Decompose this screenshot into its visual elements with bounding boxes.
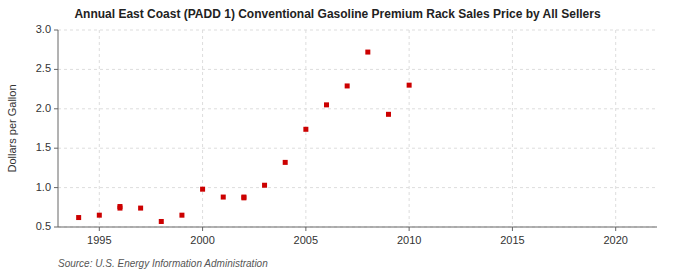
points — [76, 50, 411, 224]
y-grid-line — [58, 187, 657, 188]
y-grid-line — [58, 148, 657, 149]
point — [159, 219, 164, 224]
y-tick-label: 1.0 — [36, 181, 51, 193]
x-tick — [409, 227, 410, 231]
x-tick — [99, 227, 100, 231]
y-tick — [54, 108, 58, 109]
x-tick-label: 2000 — [190, 234, 214, 246]
point — [407, 83, 412, 88]
y-grid-line — [58, 227, 657, 228]
point — [365, 50, 370, 55]
y-grid-line — [58, 108, 657, 109]
point — [200, 187, 205, 192]
y-tick — [54, 30, 58, 31]
point — [138, 206, 143, 211]
grid — [58, 30, 657, 227]
x-grid-line — [409, 30, 410, 227]
y-grid-line — [58, 30, 657, 31]
y-tick-label: 2.0 — [36, 102, 51, 114]
x-axis-line — [58, 227, 657, 228]
y-tick-label: 0.5 — [36, 220, 51, 232]
x-tick — [305, 227, 306, 231]
x-tick-label: 2015 — [500, 234, 524, 246]
point — [303, 127, 308, 132]
point — [97, 213, 102, 218]
x-tick-label: 1995 — [87, 234, 111, 246]
x-tick — [512, 227, 513, 231]
source-note: Source: U.S. Energy Information Administ… — [58, 258, 268, 269]
title: Annual East Coast (PADD 1) Conventional … — [74, 7, 600, 21]
y-grid-line — [58, 69, 657, 70]
y-tick — [54, 187, 58, 188]
point — [241, 195, 246, 200]
point — [283, 160, 288, 165]
x-tick-label: 2005 — [294, 234, 318, 246]
y-tick-label: 3.0 — [36, 23, 51, 35]
point — [76, 215, 81, 220]
x-grid-line — [615, 30, 616, 227]
axes: 0.5 1.0 1.5 2.0 2.5 3.0 1995 2000 2005 2010 2015 20… — [36, 23, 657, 246]
point — [386, 112, 391, 117]
x-grid-line — [202, 30, 203, 227]
x-grid-line — [512, 30, 513, 227]
y-axis-line — [58, 30, 59, 227]
point — [324, 102, 329, 107]
y-tick — [54, 227, 58, 228]
point — [345, 83, 350, 88]
x-tick — [202, 227, 203, 231]
y-tick-label: 1.5 — [36, 141, 51, 153]
x-tick-label: 2020 — [603, 234, 627, 246]
y-tick — [54, 69, 58, 70]
y-tick-label: 2.5 — [36, 62, 51, 74]
point — [241, 195, 246, 200]
x-tick-label: 2010 — [397, 234, 421, 246]
y-tick — [54, 148, 58, 149]
chart: 0.5 1.0 1.5 2.0 2.5 3.0 1995 2000 2005 2010 2015 20… — [0, 0, 675, 275]
point — [179, 213, 184, 218]
point — [117, 204, 122, 209]
point — [262, 183, 267, 188]
x-grid-line — [99, 30, 100, 227]
y-axis-label: Dollars per Gallon — [6, 84, 18, 172]
point — [221, 195, 226, 200]
x-tick — [615, 227, 616, 231]
